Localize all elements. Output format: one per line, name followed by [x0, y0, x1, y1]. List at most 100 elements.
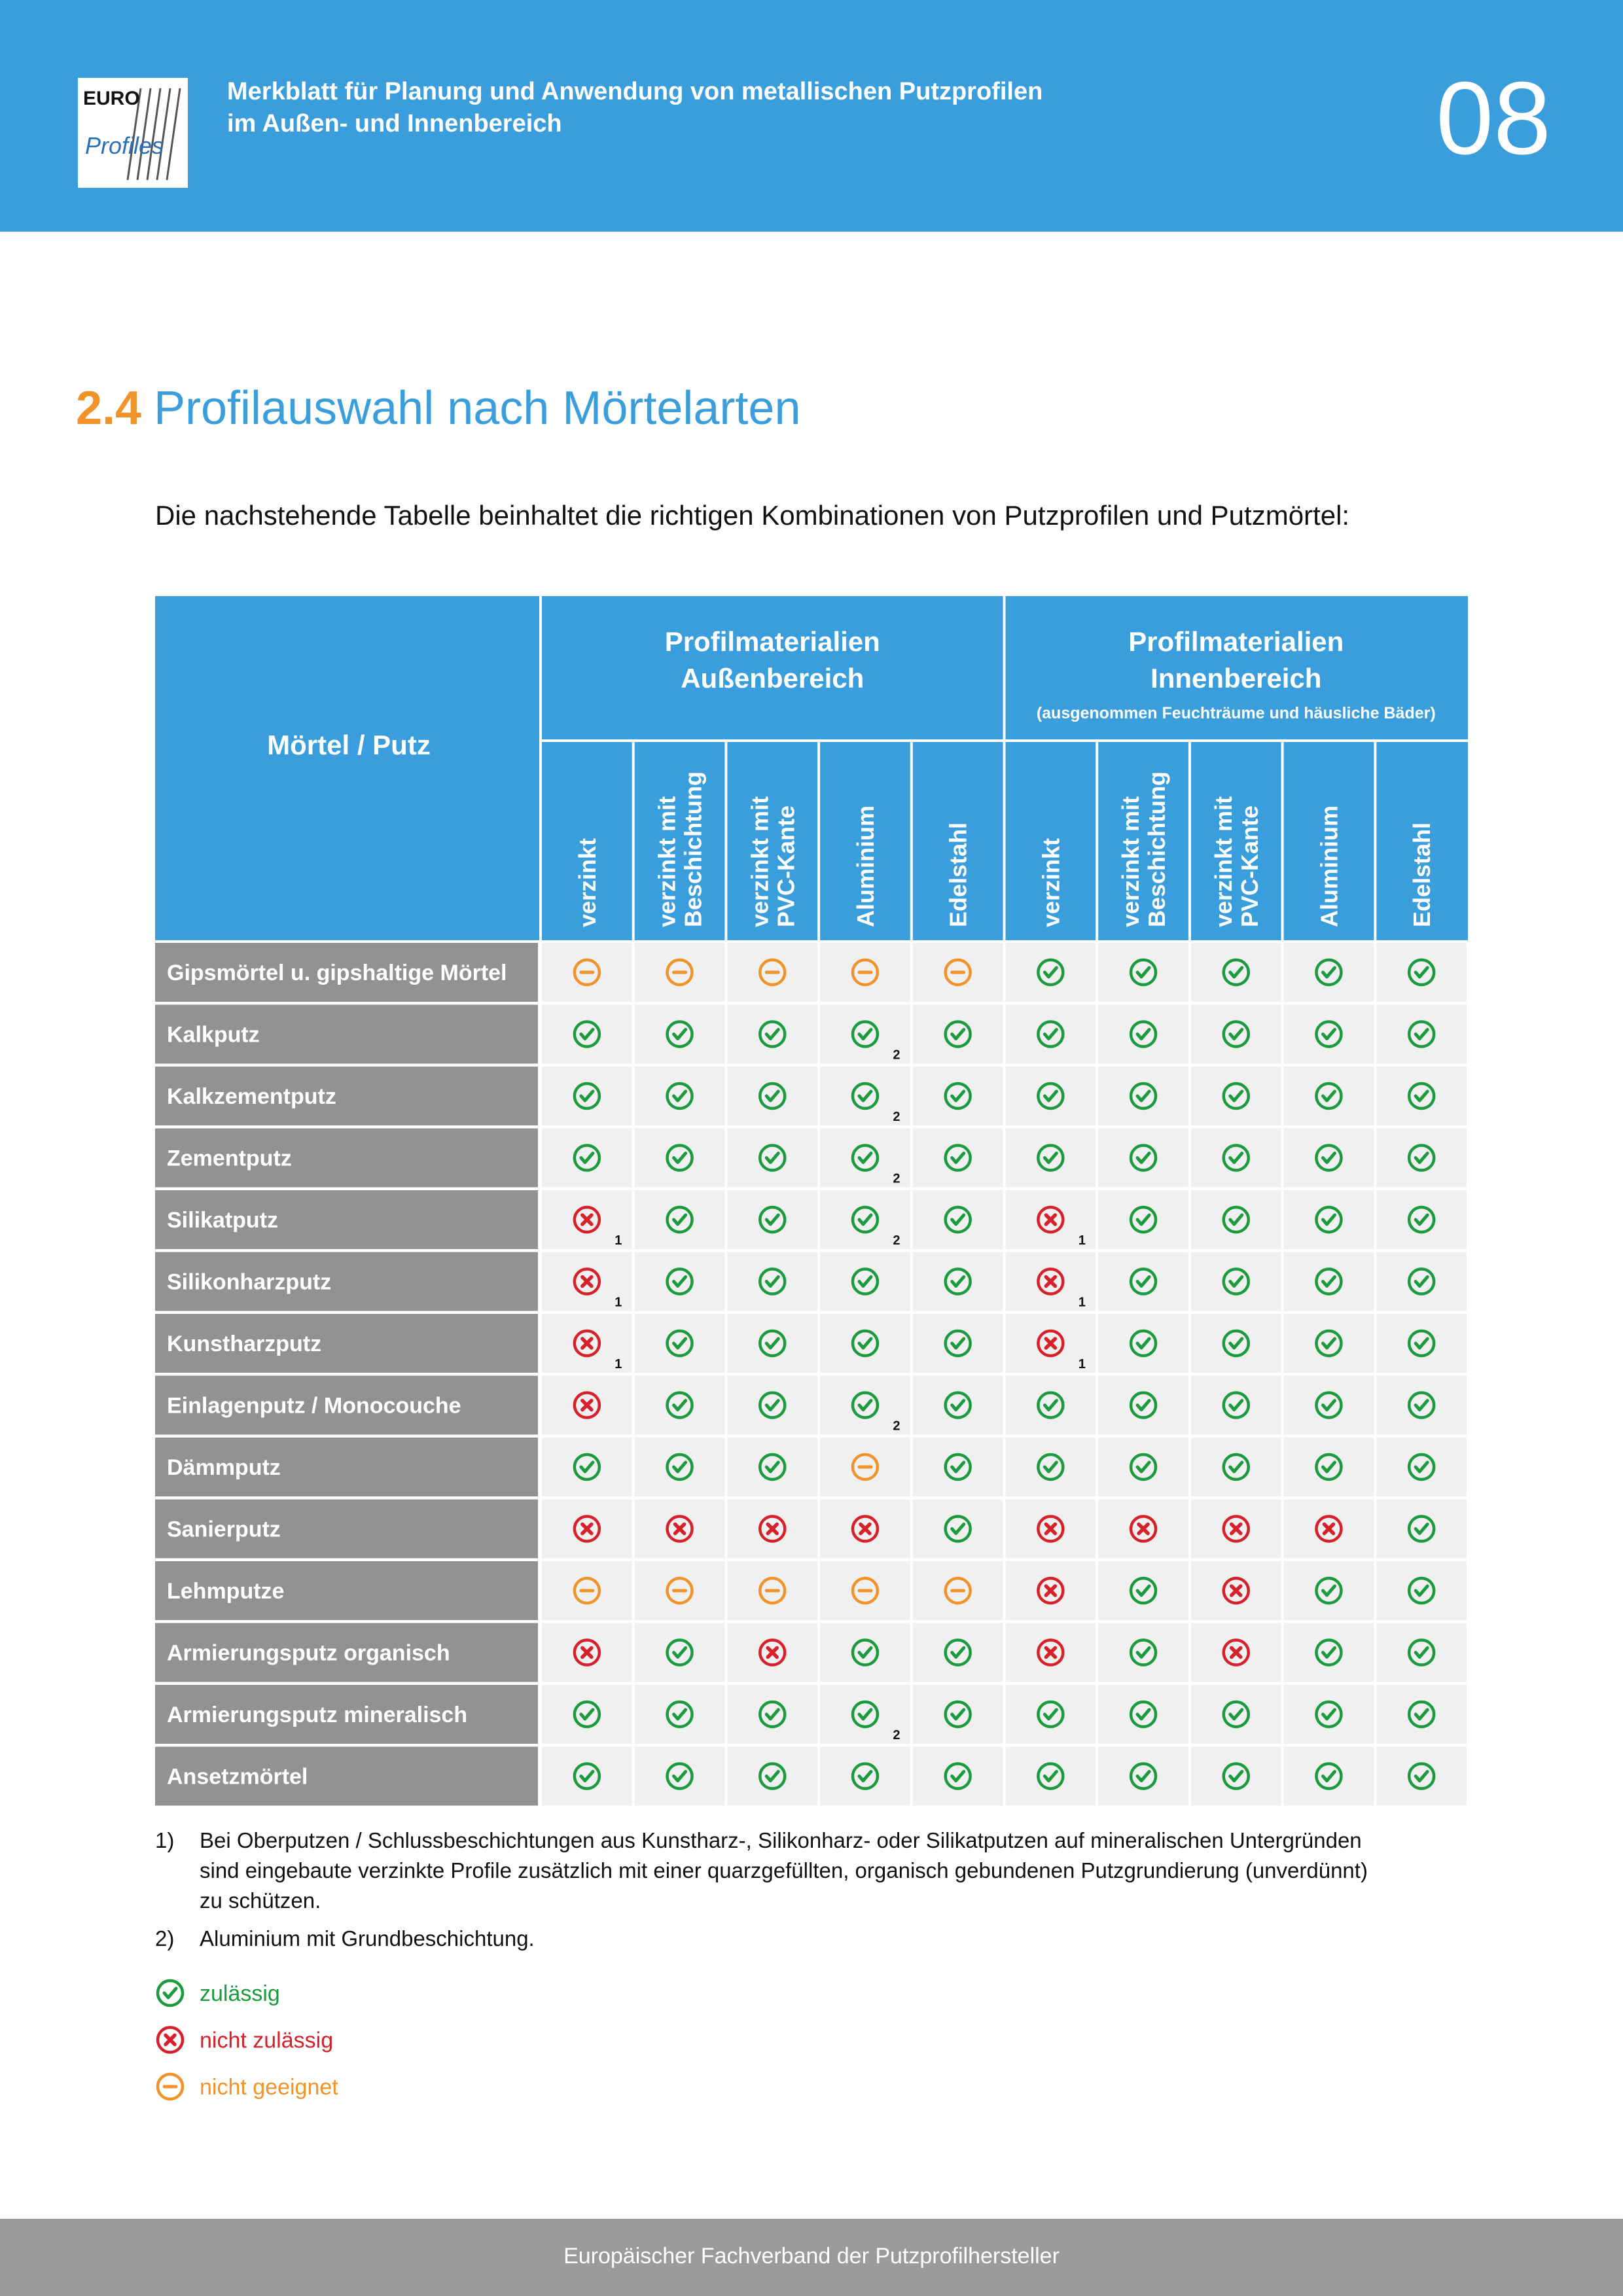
status-icon [758, 1700, 787, 1729]
icon-ring [758, 1700, 787, 1729]
icon-ring [1037, 1700, 1065, 1729]
status-icon [944, 1391, 972, 1419]
icon-ring [851, 1638, 880, 1667]
icon-ring [573, 1082, 601, 1110]
icon-check [1135, 1028, 1151, 1040]
icon-check [1321, 1028, 1336, 1040]
status-icon [1315, 958, 1343, 987]
icon-ring [573, 1391, 601, 1419]
icon-check [672, 1337, 688, 1350]
icon-check [1135, 1213, 1151, 1226]
group-header: Profilmaterialien [1128, 626, 1344, 657]
icon-ring [1222, 1267, 1250, 1296]
icon-check [764, 1460, 780, 1474]
icon-ring [1315, 1700, 1343, 1729]
icon-check [950, 1275, 966, 1288]
icon-check [672, 1399, 688, 1411]
status-icon [758, 1144, 787, 1172]
icon-ring [1222, 1020, 1250, 1048]
icon-ring [1407, 1638, 1436, 1667]
status-icon [1407, 1762, 1436, 1790]
icon-check [950, 1770, 966, 1782]
row-label-bg [155, 1499, 538, 1559]
footnote-ref: 1 [615, 1296, 622, 1310]
status-icon [1407, 1020, 1436, 1048]
icon-ring [851, 1329, 880, 1358]
icon-ring [758, 1144, 787, 1172]
row-label-bg [155, 1561, 538, 1620]
icon-ring [851, 1020, 880, 1048]
icon-ring [758, 1638, 787, 1667]
status-icon [851, 1267, 880, 1296]
icon-ring [851, 1205, 880, 1234]
icon-check [1414, 1399, 1429, 1411]
icon-cross [1044, 1584, 1058, 1597]
icon-ring [1407, 1515, 1436, 1543]
status-icon [1407, 1267, 1436, 1296]
status-icon [851, 1144, 880, 1172]
row-label-bg [155, 1004, 538, 1064]
icon-check [857, 1213, 873, 1226]
status-icon [1222, 958, 1250, 987]
icon-check [1414, 1152, 1429, 1164]
icon-ring [1037, 1267, 1065, 1296]
status-icon [1222, 1515, 1250, 1543]
icon-ring [944, 1700, 972, 1729]
icon-ring [1129, 1329, 1158, 1358]
status-icon [573, 1700, 601, 1729]
status-icon [1315, 1700, 1343, 1729]
status-icon [666, 1391, 694, 1419]
icon-check [1228, 1213, 1244, 1226]
row-label: Armierungsputz mineralisch [167, 1703, 467, 1727]
icon-cross [580, 1522, 594, 1536]
column-header: verzinkt [1037, 838, 1064, 927]
status-icon [573, 1329, 601, 1358]
icon-cross [766, 1646, 779, 1659]
icon-ring [1315, 1267, 1343, 1296]
status-icon [1129, 1576, 1158, 1605]
icon-ring [758, 1205, 787, 1234]
icon-ring [1315, 1638, 1343, 1667]
icon-ring [1037, 1391, 1065, 1419]
footnote-ref: 1 [615, 1233, 622, 1248]
icon-ring [851, 1515, 880, 1543]
icon-ring [666, 958, 694, 987]
status-icon [1222, 1638, 1250, 1667]
status-icon [1315, 1515, 1343, 1543]
icon-check [950, 1523, 966, 1535]
icon-ring [1315, 1576, 1343, 1605]
row-label: Lehmputze [167, 1579, 284, 1604]
icon-check [1135, 1399, 1151, 1411]
icon-ring [758, 1515, 787, 1543]
icon-ring [851, 1762, 880, 1790]
icon-ring [1315, 1329, 1343, 1358]
icon-ring [1315, 958, 1343, 987]
status-icon [573, 1082, 601, 1110]
icon-check [1135, 1089, 1151, 1103]
status-icon [1129, 1144, 1158, 1172]
icon-ring [758, 1329, 787, 1358]
status-icon [758, 1082, 787, 1110]
status-icon [851, 1205, 880, 1234]
icon-check [1321, 1460, 1336, 1474]
icon-check [162, 1987, 178, 2000]
icon-check [1135, 1275, 1151, 1288]
icon-ring [851, 1576, 880, 1605]
icon-ring [573, 1762, 601, 1790]
icon-ring [1037, 1329, 1065, 1358]
status-icon [944, 1020, 972, 1048]
icon-cross [1044, 1522, 1058, 1536]
icon-check [764, 1399, 780, 1411]
icon-ring [1037, 1515, 1065, 1543]
icon-ring [851, 958, 880, 987]
footnote-text: sind eingebaute verzinkte Profile zusätz… [200, 1858, 1368, 1882]
icon-check [672, 1275, 688, 1288]
footnote-ref: 1 [1079, 1357, 1086, 1371]
status-icon [1129, 1020, 1158, 1048]
status-icon [1222, 1329, 1250, 1358]
status-icon [1222, 1205, 1250, 1234]
icon-check [1135, 1584, 1151, 1597]
icon-check [1414, 1460, 1429, 1474]
status-icon [1407, 1391, 1436, 1419]
icon-cross [580, 1398, 594, 1412]
